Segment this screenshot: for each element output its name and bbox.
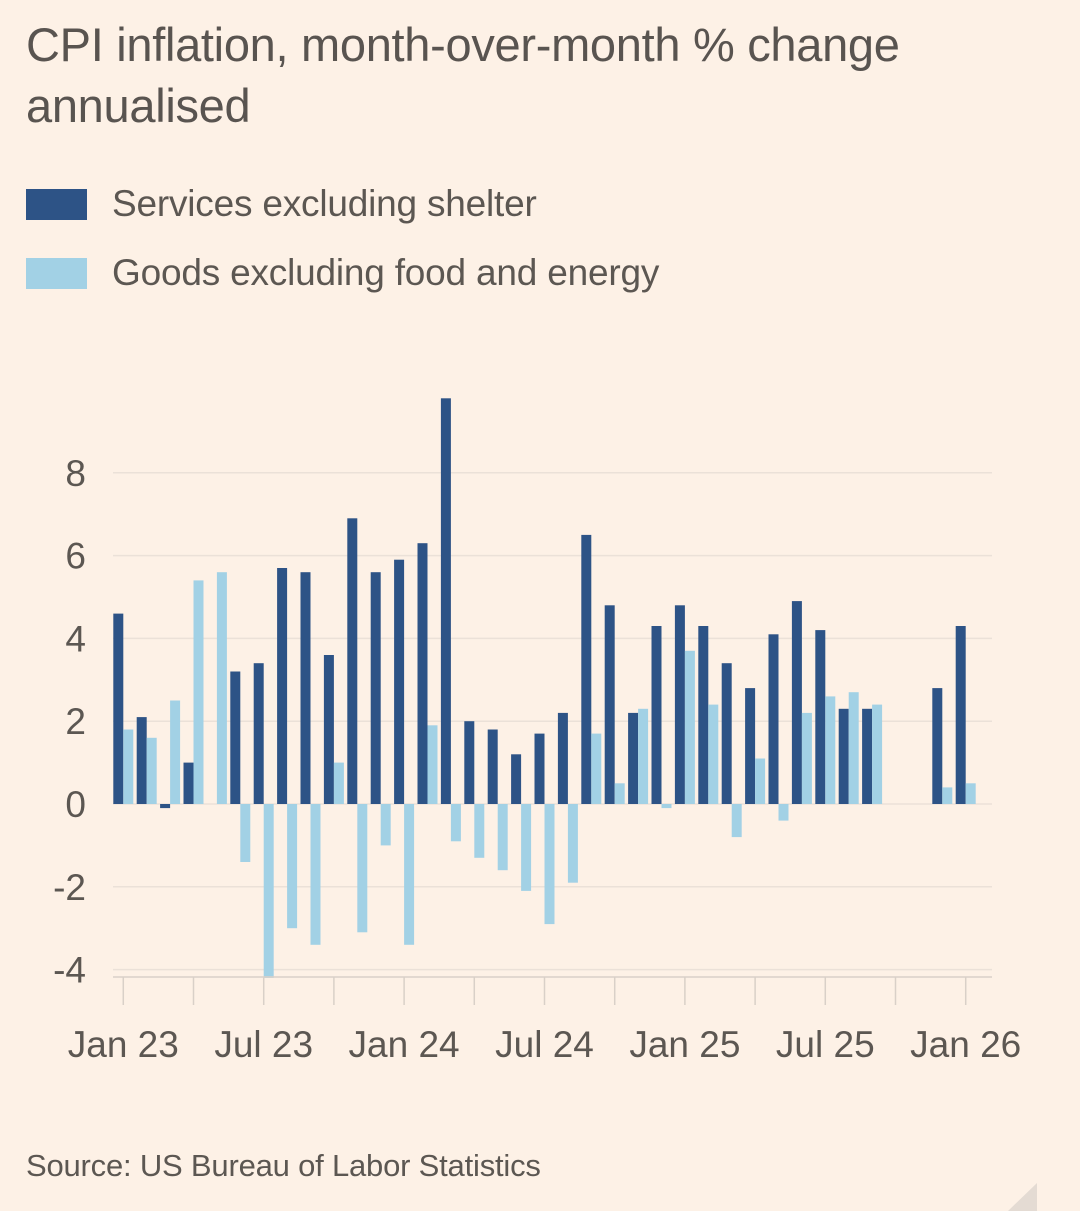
legend-swatch-services [26,188,87,220]
bar-goods [310,804,321,945]
bar-services [815,630,826,804]
bar-services [651,626,662,804]
bar-services [932,688,943,804]
bar-services [440,398,451,804]
bar-chart: 8 6 4 2 0 -2 -4 Jan 23 Jul 23 Jan 24 Jul 24 Jan 25… [53,398,1021,1065]
bar-services [394,559,405,804]
page-curl-decoration [1008,1183,1037,1211]
y-tick-label: -4 [53,950,86,991]
x-tick-label: Jan 25 [629,1024,740,1065]
x-tick-label: Jul 24 [495,1024,594,1065]
bar-goods [731,804,742,838]
legend-label-goods: Goods excluding food and energy [112,252,660,293]
bar-goods [146,737,157,804]
bar-goods [942,787,953,804]
bar-services [160,804,171,809]
legend: Services excluding shelter Goods excludi… [26,182,659,320]
bar-services [628,712,639,804]
y-tick-label: 8 [65,453,86,494]
legend-label-services: Services excluding shelter [112,183,537,224]
bar-goods [123,729,134,804]
y-tick-label: 2 [65,701,86,742]
x-axis: Jan 23 Jul 23 Jan 24 Jul 24 Jan 25 Jul 25 Jan … [68,976,1021,1065]
y-tick-label: 6 [65,536,86,577]
bar-services [581,534,592,804]
bar-goods [684,650,695,804]
bar-goods [193,580,204,804]
bar-goods [801,712,812,804]
bar-goods [661,804,672,809]
bar-goods [404,804,415,945]
bar-services [113,613,124,804]
bar-services [370,572,381,804]
bar-services [674,605,685,804]
bar-goods [380,804,391,846]
bar-services [838,708,849,804]
bar-services [277,568,288,804]
x-tick-label: Jul 25 [776,1024,875,1065]
bar-goods [240,804,251,862]
bar-goods [427,725,438,804]
bar-goods [872,704,883,804]
bar-goods [825,696,836,804]
y-axis-labels: 8 6 4 2 0 -2 -4 [53,453,86,991]
bar-goods [638,708,649,804]
bar-goods [357,804,368,933]
bar-services [347,518,358,804]
x-tick-label: Jan 23 [68,1024,179,1065]
x-tick-label: Jul 23 [214,1024,313,1065]
bar-goods [333,762,344,804]
bar-services [534,733,545,804]
bar-goods [287,804,298,929]
source-note: Source: US Bureau of Labor Statistics [26,1148,541,1183]
bar-services [768,634,779,804]
bar-goods [708,704,719,804]
bar-goods [755,758,766,804]
bar-services [604,605,615,804]
bar-services [557,712,568,804]
y-tick-label: -2 [53,867,86,908]
x-tick-label: Jan 26 [910,1024,1021,1065]
bar-services [323,655,334,804]
bar-goods [521,804,532,891]
bar-goods [848,692,859,804]
y-tick-label: 0 [65,784,86,825]
bar-services [862,708,873,804]
bar-services [253,663,264,804]
bar-goods [544,804,555,925]
bar-services [511,754,522,804]
bar-goods [591,733,602,804]
bar-goods [170,700,181,804]
bar-services [136,717,147,804]
bar-goods [263,804,274,978]
bar-goods [567,804,578,883]
y-tick-label: 4 [65,618,86,659]
bar-services [183,762,194,804]
bar-goods [778,804,789,821]
chart-title: CPI inflation, month-over-month % change… [26,18,900,132]
bar-services [487,729,498,804]
bar-services [698,626,709,804]
bars [113,398,976,978]
bar-goods [216,572,227,804]
x-tick-label: Jan 24 [349,1024,460,1065]
bar-services [464,721,475,804]
bar-services [791,601,802,804]
legend-swatch-goods [26,257,87,289]
bar-goods [614,783,625,804]
bar-services [745,688,756,804]
bar-goods [450,804,461,842]
bar-services [230,671,241,804]
bar-services [721,663,732,804]
legend-item-services: Services excluding shelter [26,182,659,226]
bar-services [417,543,428,804]
bar-goods [965,783,976,804]
bar-goods [497,804,508,871]
bar-goods [474,804,485,858]
bar-services [955,626,966,804]
bar-services [300,572,311,804]
legend-item-goods: Goods excluding food and energy [26,251,659,295]
